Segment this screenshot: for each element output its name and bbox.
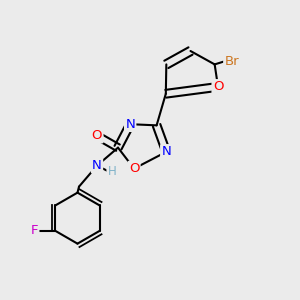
Text: N: N (161, 146, 171, 158)
Text: O: O (129, 162, 139, 175)
Text: H: H (108, 165, 116, 178)
Text: N: N (92, 159, 102, 172)
Text: F: F (31, 224, 38, 237)
Text: Br: Br (224, 55, 239, 68)
Text: N: N (125, 118, 135, 131)
Text: O: O (213, 80, 223, 93)
Text: O: O (92, 129, 102, 142)
